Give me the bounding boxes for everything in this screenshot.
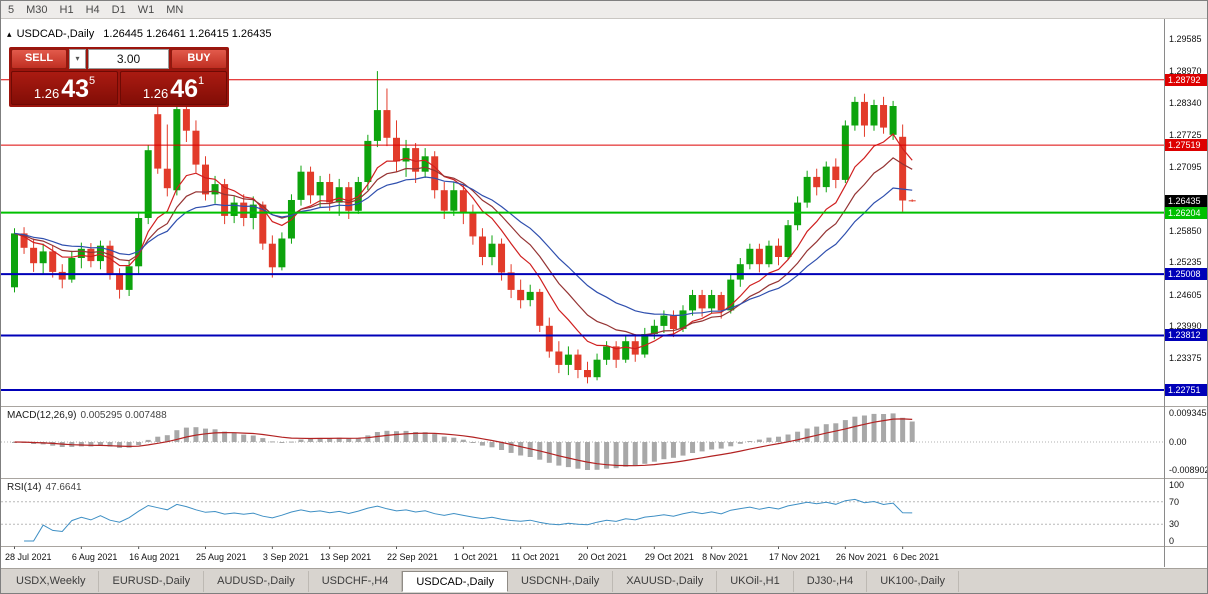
sell-button[interactable]: SELL [11, 49, 67, 69]
volume-dropdown[interactable]: ▾ [69, 49, 86, 69]
rsi-axis-tick: 30 [1169, 519, 1180, 529]
ask-price-box[interactable]: 1.26 46 1 [120, 71, 227, 105]
time-axis-label: 3 Sep 2021 [262, 552, 309, 562]
chart-tabs-bar: USDX,Weekly EURUSD-,Daily AUDUSD-,Daily USD… [1, 568, 1207, 593]
bid-price-box[interactable]: 1.26 43 5 [11, 71, 118, 105]
timeframe-button-h1[interactable]: H1 [59, 3, 74, 16]
price-level-label: 1.25008 [1165, 268, 1207, 280]
timeframe-button-mn[interactable]: MN [166, 3, 184, 16]
time-axis-label: 26 Nov 2021 [835, 552, 887, 562]
ask-price-small: 1.26 [142, 86, 169, 101]
macd-axis-tick: -0.008902 [1169, 465, 1208, 475]
price-axis-tick: 1.27095 [1169, 162, 1202, 172]
time-axis-label: 6 Aug 2021 [71, 552, 118, 562]
macd-signal-line [14, 418, 913, 467]
chart-tab-xauusd[interactable]: XAUUSD-,Daily [613, 571, 718, 592]
price-axis-tick: 1.23990 [1169, 321, 1202, 331]
timeframe-button-w1[interactable]: W1 [137, 3, 155, 16]
chart-tab-usdcad[interactable]: USDCAD-,Daily [402, 571, 508, 592]
ohlc-values: 1.26445 1.26461 1.26415 1.26435 [103, 28, 272, 40]
timeframe-button-h4[interactable]: H4 [85, 3, 100, 16]
current-price-label: 1.26435 [1165, 195, 1207, 207]
rsi-axis-tick: 70 [1169, 497, 1180, 507]
chart-tab-eurusd[interactable]: EURUSD-,Daily [99, 571, 205, 592]
macd-histogram [12, 413, 915, 470]
rsi-indicator-title: RSI(14) 47.6641 [7, 482, 82, 493]
price-axis-tick: 1.23375 [1169, 353, 1202, 363]
one-click-trading-panel: SELL ▾ BUY 1.26 43 5 1.26 46 1 [9, 47, 229, 107]
time-axis-label: 29 Oct 2021 [644, 552, 694, 562]
rsi-axis-tick: 0 [1169, 536, 1175, 546]
time-axis-label: 17 Nov 2021 [769, 552, 821, 562]
time-axis-label: 16 Aug 2021 [129, 552, 180, 562]
chart-tab-usdx[interactable]: USDX,Weekly [3, 571, 100, 592]
chart-tab-uk100[interactable]: UK100-,Daily [867, 571, 960, 592]
price-axis-tick: 1.29585 [1169, 34, 1202, 44]
chart-title-overlay: ▴ USDCAD-,Daily 1.26445 1.26461 1.26415 … [7, 28, 272, 40]
time-axis-label: 1 Oct 2021 [453, 552, 498, 562]
time-axis-label: 13 Sep 2021 [320, 552, 372, 562]
time-axis-label: 6 Dec 2021 [893, 552, 940, 562]
chart-tab-usdchf[interactable]: USDCHF-,H4 [309, 571, 403, 592]
symbol-period-label: USDCAD-,Daily [16, 28, 95, 40]
macd-values: 0.005295 0.007488 [80, 410, 167, 421]
ask-price-sup: 1 [198, 75, 205, 87]
buy-button[interactable]: BUY [171, 49, 227, 69]
price-axis-tick: 1.28970 [1169, 66, 1202, 76]
chart-tab-dj30[interactable]: DJ30-,H4 [794, 571, 868, 592]
chart-tab-ukoil[interactable]: UKOil-,H1 [717, 571, 794, 592]
timeframe-button-d1[interactable]: D1 [111, 3, 126, 16]
time-axis-label: 22 Sep 2021 [387, 552, 439, 562]
price-axis-tick: 1.28340 [1169, 98, 1202, 108]
timeframe-button-5[interactable]: 5 [8, 3, 15, 16]
volume-input[interactable] [88, 49, 169, 69]
price-level-label: 1.27519 [1165, 139, 1207, 151]
price-axis[interactable]: 1.29585 1.28970 1.28340 1.27725 1.27095 1.258… [1164, 19, 1208, 547]
time-axis-label: 8 Nov 2021 [702, 552, 749, 562]
macd-axis-tick: 0.00 [1169, 437, 1187, 447]
time-axis-label: 11 Oct 2021 [511, 552, 560, 562]
time-axis-label: 20 Oct 2021 [578, 552, 628, 562]
chart-window: ▴ USDCAD-,Daily 1.26445 1.26461 1.26415 … [1, 19, 1208, 568]
ma-line-slow-blue [14, 176, 913, 317]
price-axis-tick: 1.27725 [1169, 130, 1202, 140]
ma-line-mid-darkred [14, 157, 913, 336]
price-level-label: 1.23812 [1165, 329, 1207, 341]
price-axis-tick: 1.25235 [1169, 257, 1202, 267]
price-level-label: 1.26204 [1165, 207, 1207, 219]
macd-indicator-title: MACD(12,26,9) 0.005295 0.007488 [7, 410, 167, 421]
price-level-label: 1.28792 [1165, 74, 1207, 86]
ask-price-big: 46 [170, 75, 198, 103]
macd-label: MACD(12,26,9) [7, 410, 77, 421]
chart-tab-usdcnh[interactable]: USDCNH-,Daily [508, 571, 614, 592]
price-axis-tick: 1.25850 [1169, 226, 1202, 236]
price-axis-tick: 1.24605 [1169, 290, 1202, 300]
rsi-line [24, 498, 913, 542]
timeframe-button-m30[interactable]: M30 [26, 3, 48, 16]
candlestick-series [11, 71, 916, 384]
bid-price-sup: 5 [89, 75, 96, 87]
price-level-label: 1.22751 [1165, 384, 1207, 396]
time-axis[interactable]: 28 Jul 2021 6 Aug 2021 16 Aug 2021 25 Aug 2… [1, 549, 1164, 567]
bid-price-big: 43 [61, 75, 89, 103]
rsi-value: 47.6641 [45, 482, 82, 493]
rsi-label: RSI(14) [7, 482, 42, 493]
chart-canvas[interactable] [1, 19, 1208, 567]
chevron-down-icon: ▾ [75, 54, 80, 63]
time-axis-label: 25 Aug 2021 [196, 552, 247, 562]
chart-tab-audusd[interactable]: AUDUSD-,Daily [204, 571, 309, 592]
rsi-axis-tick: 100 [1169, 480, 1185, 490]
macd-axis-tick: 0.009345 [1169, 408, 1207, 418]
bid-price-small: 1.26 [33, 86, 60, 101]
timeframe-toolbar: 5 M30 H1 H4 D1 W1 MN [1, 1, 1207, 19]
collapse-arrow-icon[interactable]: ▴ [7, 29, 12, 39]
time-axis-label: 28 Jul 2021 [5, 552, 52, 562]
